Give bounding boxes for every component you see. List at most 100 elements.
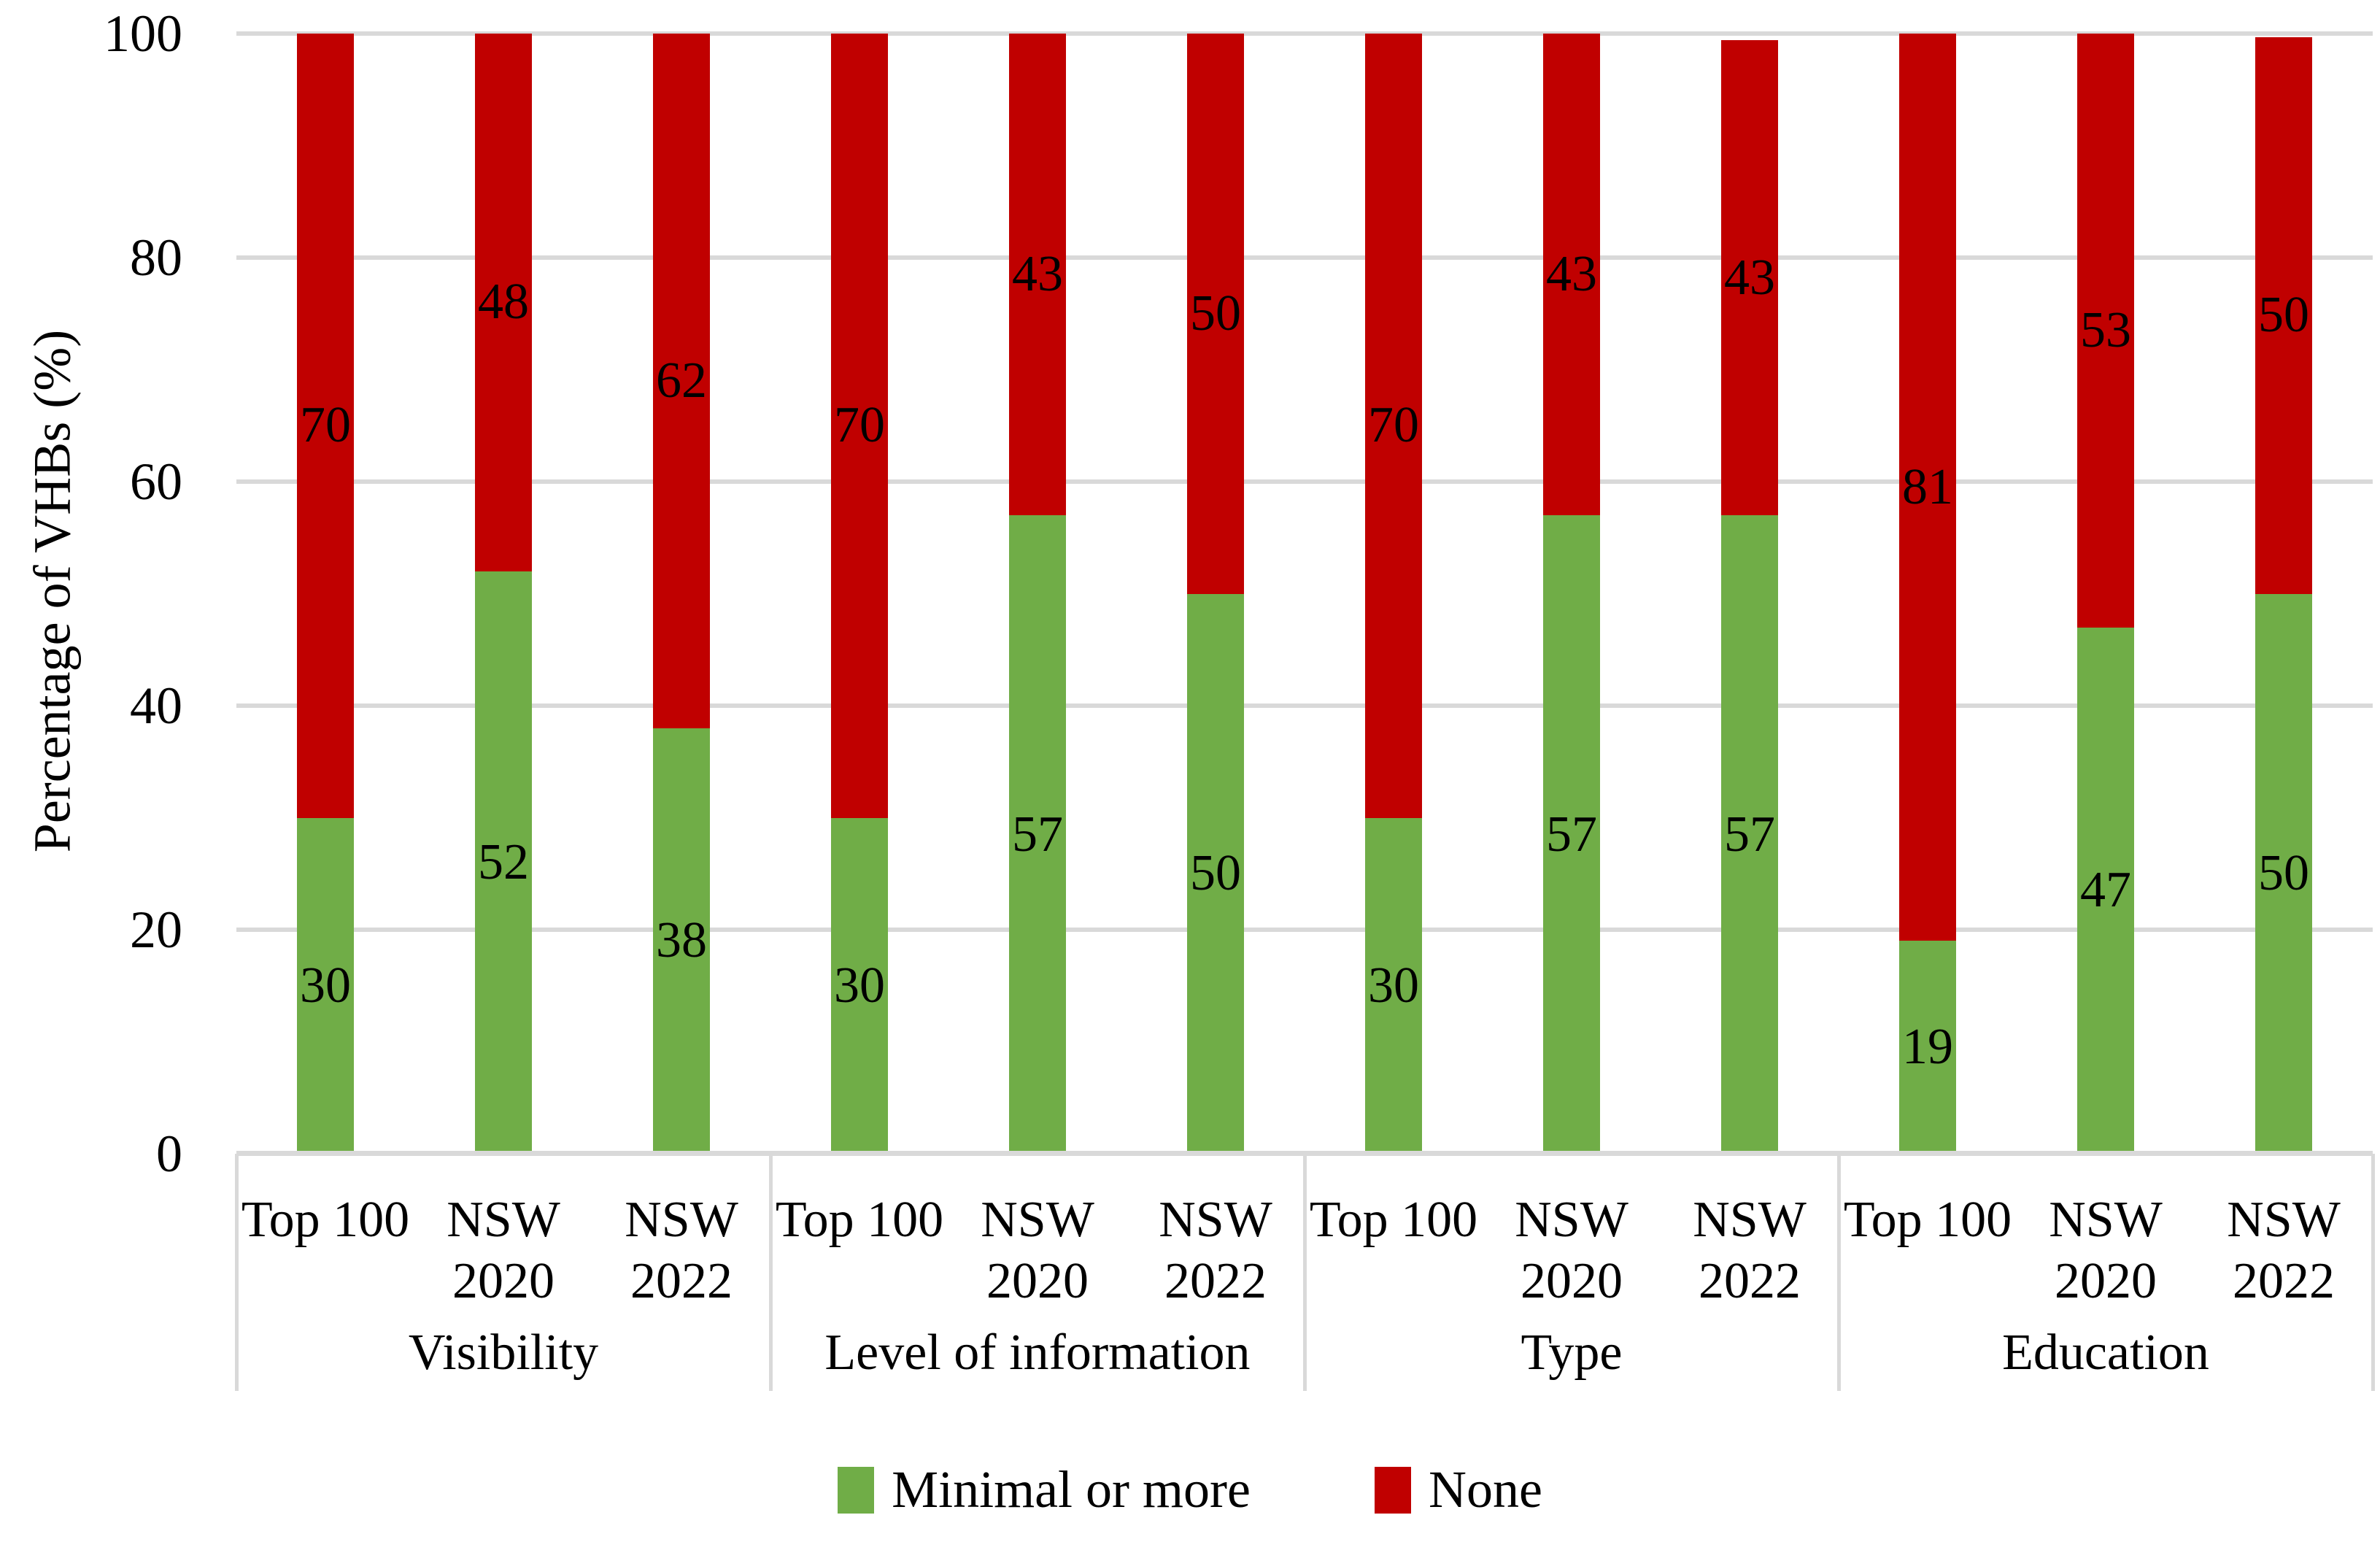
bar-type-nsw-2022: 57 43 (1721, 34, 1778, 1154)
data-label: 70 (834, 397, 885, 454)
data-label: 19 (1902, 1019, 1953, 1076)
bar-visibility-nsw-2022: 38 62 (653, 34, 710, 1154)
data-label: 50 (2258, 287, 2309, 344)
gridline-60 (236, 479, 2373, 484)
data-label: 30 (834, 957, 885, 1014)
legend-swatch-red-icon (1374, 1466, 1411, 1514)
data-label: 47 (2080, 862, 2131, 919)
category-label: 2022 (2233, 1253, 2335, 1309)
bar-segment-minimal-or-more: 52 (475, 571, 532, 1154)
data-label: 50 (1190, 845, 1241, 902)
bar-education-top-100: 19 81 (1899, 34, 1956, 1154)
bar-segment-minimal-or-more: 30 (1365, 817, 1422, 1154)
data-label: 50 (1190, 285, 1241, 342)
y-tick-label-40: 40 (130, 676, 182, 735)
data-label: 81 (1902, 458, 1953, 515)
category-separator (1303, 1154, 1307, 1391)
bar-segment-none: 43 (1009, 34, 1066, 516)
bar-level-of-information-top-100: 30 70 (831, 34, 888, 1154)
category-label: 2020 (1521, 1253, 1623, 1309)
data-label: 30 (1368, 957, 1419, 1014)
y-tick-label-20: 20 (130, 901, 182, 959)
data-label: 50 (2258, 845, 2309, 902)
bar-segment-minimal-or-more: 30 (831, 817, 888, 1154)
legend-label: None (1428, 1460, 1542, 1519)
data-label: 43 (1012, 246, 1063, 303)
data-label: 43 (1724, 249, 1775, 306)
category-separator (769, 1154, 773, 1391)
bar-segment-minimal-or-more: 50 (1187, 593, 1244, 1154)
plot-area: 30 70 52 48 38 62 30 70 57 43 50 50 30 70 57 43 57 43 19 81… (236, 31, 2373, 1154)
category-label: Top 100 (1309, 1192, 1478, 1248)
data-label: 52 (478, 833, 529, 890)
x-axis-line (236, 1151, 2373, 1156)
data-label: 30 (300, 957, 351, 1014)
data-label: 38 (656, 912, 707, 969)
legend-label: Minimal or more (892, 1460, 1251, 1519)
category-label: 2022 (630, 1253, 733, 1309)
bar-segment-none: 50 (2255, 36, 2312, 594)
bar-segment-minimal-or-more: 47 (2077, 627, 2134, 1154)
category-label: NSW (1693, 1192, 1807, 1248)
category-label: NSW (447, 1192, 560, 1248)
bar-education-nsw-2020: 47 53 (2077, 34, 2134, 1154)
category-separator (1837, 1154, 1841, 1391)
bar-segment-none: 53 (2077, 34, 2134, 628)
bar-segment-minimal-or-more: 19 (1899, 941, 1956, 1154)
group-label-type: Type (1521, 1325, 1623, 1381)
data-label: 70 (300, 397, 351, 454)
category-label: NSW (1159, 1192, 1272, 1248)
data-label: 57 (1012, 806, 1063, 863)
category-separator (235, 1154, 239, 1391)
bar-education-nsw-2022: 50 50 (2255, 34, 2312, 1154)
bar-segment-none: 50 (1187, 34, 1244, 594)
category-label: NSW (981, 1192, 1094, 1248)
bar-type-top-100: 30 70 (1365, 34, 1422, 1154)
bar-segment-minimal-or-more: 57 (1543, 515, 1600, 1154)
category-label: 2020 (452, 1253, 555, 1309)
bar-segment-none: 62 (653, 34, 710, 728)
bar-segment-none: 70 (831, 34, 888, 818)
data-label: 62 (656, 352, 707, 409)
bar-visibility-top-100: 30 70 (297, 34, 354, 1154)
bar-segment-minimal-or-more: 30 (297, 817, 354, 1154)
bar-type-nsw-2020: 57 43 (1543, 34, 1600, 1154)
category-separator (2371, 1154, 2375, 1391)
data-label: 57 (1724, 806, 1775, 863)
legend-item-none: None (1374, 1460, 1542, 1520)
data-label: 43 (1546, 246, 1597, 303)
gridline-80 (236, 255, 2373, 260)
bar-segment-none: 43 (1721, 40, 1778, 516)
bar-segment-minimal-or-more: 57 (1721, 515, 1778, 1154)
y-tick-label-100: 100 (104, 4, 182, 63)
y-tick-label-60: 60 (130, 452, 182, 511)
bar-segment-none: 70 (1365, 34, 1422, 818)
group-label-education: Education (2002, 1325, 2209, 1381)
category-label: 2022 (1164, 1253, 1267, 1309)
group-label-visibility: Visibility (408, 1325, 599, 1381)
category-label: 2020 (986, 1253, 1089, 1309)
y-tick-label-80: 80 (130, 228, 182, 287)
legend: Minimal or more None (0, 1460, 2380, 1520)
category-label: Top 100 (775, 1192, 944, 1248)
data-label: 57 (1546, 806, 1597, 863)
gridline-20 (236, 928, 2373, 932)
data-label: 48 (478, 274, 529, 331)
category-label: Top 100 (241, 1192, 410, 1248)
bar-segment-none: 81 (1899, 34, 1956, 941)
category-label: NSW (2049, 1192, 2163, 1248)
category-label: NSW (2227, 1192, 2341, 1248)
legend-item-minimal-or-more: Minimal or more (838, 1460, 1251, 1520)
bar-segment-none: 43 (1543, 34, 1600, 516)
bar-visibility-nsw-2020: 52 48 (475, 34, 532, 1154)
legend-swatch-green-icon (838, 1466, 875, 1514)
bar-segment-minimal-or-more: 57 (1009, 515, 1066, 1154)
gridline-100 (236, 31, 2373, 36)
bar-level-of-information-nsw-2020: 57 43 (1009, 34, 1066, 1154)
bar-level-of-information-nsw-2022: 50 50 (1187, 34, 1244, 1154)
category-label: 2020 (2055, 1253, 2157, 1309)
data-label: 70 (1368, 397, 1419, 454)
bar-segment-none: 48 (475, 34, 532, 571)
category-label: NSW (625, 1192, 738, 1248)
